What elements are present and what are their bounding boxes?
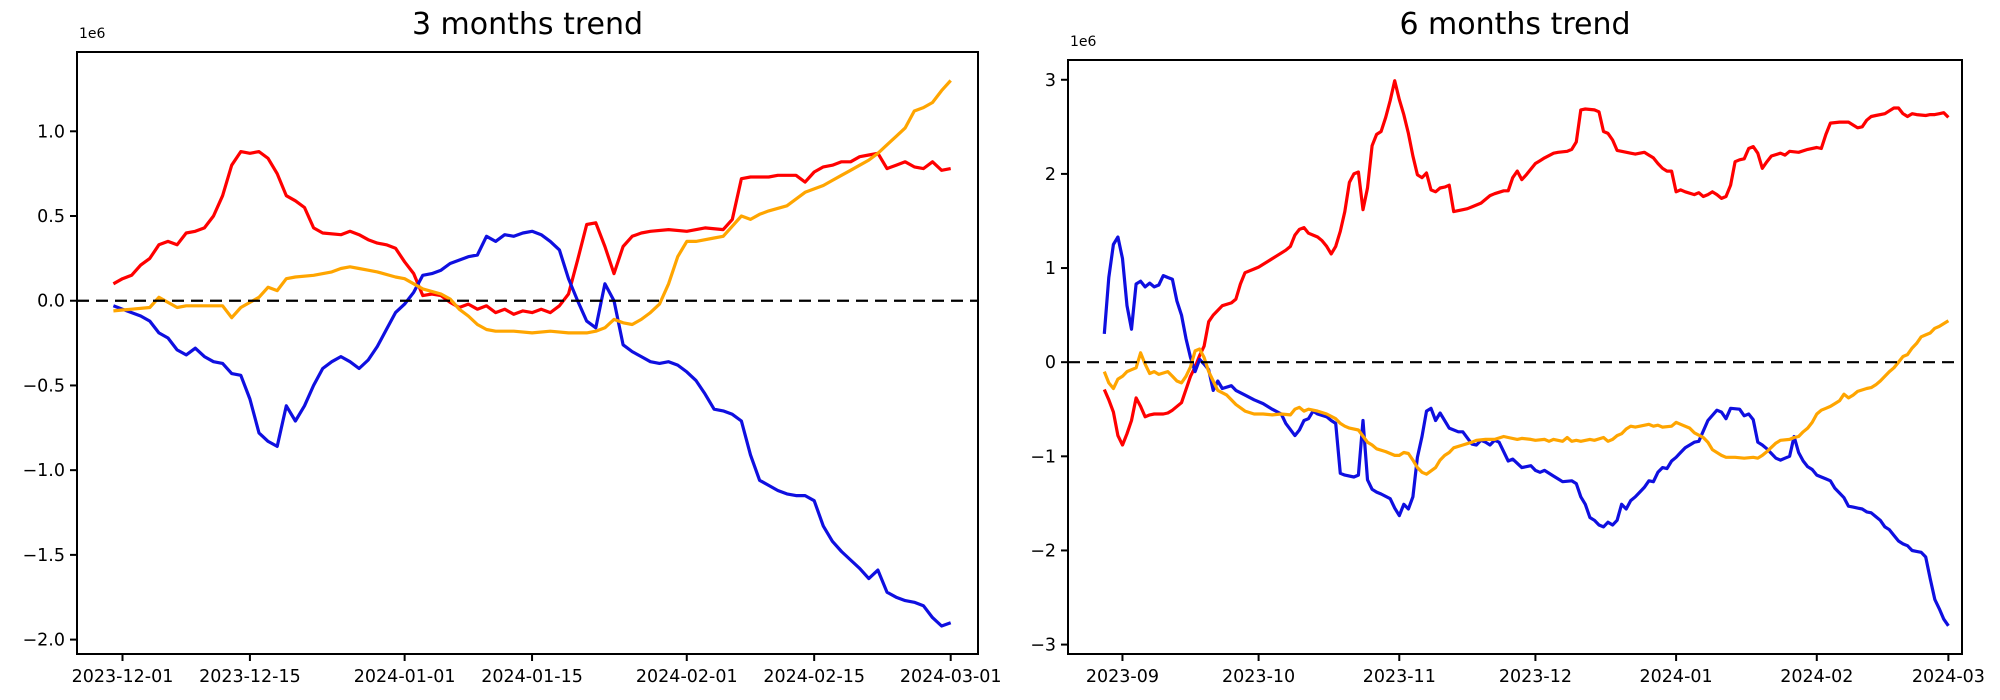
x-tick-label: 2024-02 bbox=[1780, 667, 1853, 687]
y-tick-label: 0.5 bbox=[37, 207, 65, 227]
y-tick-label: −1.5 bbox=[23, 546, 66, 566]
blue-series-line bbox=[1102, 235, 1950, 627]
x-tick-label: 2023-12 bbox=[1499, 667, 1572, 687]
x-tick-label: 2023-11 bbox=[1363, 667, 1436, 687]
axes-spines bbox=[1067, 59, 1963, 655]
y-tick-label: 1 bbox=[1045, 259, 1056, 279]
y-tick-label: 1.0 bbox=[37, 122, 65, 142]
x-tick-label: 2023-12-15 bbox=[199, 667, 301, 687]
y-tick-label: 3 bbox=[1045, 71, 1056, 91]
y-tick-label: 0.0 bbox=[37, 292, 65, 312]
x-tick-label: 2024-02-01 bbox=[636, 667, 738, 687]
y-tick-label: −2.0 bbox=[23, 631, 66, 651]
x-tick-label: 2024-01-01 bbox=[354, 667, 456, 687]
x-tick-label: 2024-02-15 bbox=[763, 667, 865, 687]
y-tick-label: −2 bbox=[1030, 541, 1056, 561]
x-tick-label: 2023-12-01 bbox=[72, 667, 174, 687]
chart-title-3-months: 3 months trend bbox=[411, 7, 644, 42]
y-tick-label: 0 bbox=[1045, 353, 1056, 373]
x-tick-label: 2024-03 bbox=[1912, 667, 1985, 687]
blue-series-line bbox=[112, 229, 952, 628]
orange-series-line bbox=[113, 79, 952, 335]
y-axis-offset-label-right: 1e6 bbox=[1070, 34, 1097, 50]
y-tick-label: −0.5 bbox=[23, 376, 66, 396]
y-tick-label: 2 bbox=[1045, 165, 1056, 185]
y-tick-label: −1.0 bbox=[23, 461, 66, 481]
y-axis-offset-label-left: 1e6 bbox=[79, 26, 106, 42]
y-tick-label: −1 bbox=[1030, 447, 1056, 467]
y-tick-label: −3 bbox=[1030, 636, 1056, 656]
red-series-line bbox=[1102, 79, 1950, 447]
x-tick-label: 2024-01-15 bbox=[481, 667, 583, 687]
x-tick-label: 2023-09 bbox=[1086, 667, 1159, 687]
x-tick-label: 2024-03-01 bbox=[900, 667, 1002, 687]
x-tick-label: 2023-10 bbox=[1222, 667, 1295, 687]
orange-series-line bbox=[1102, 319, 1950, 476]
red-series-line bbox=[112, 150, 951, 316]
x-tick-label: 2024-01 bbox=[1640, 667, 1713, 687]
axes-spines bbox=[76, 51, 979, 655]
chart-title-6-months: 6 months trend bbox=[1399, 7, 1631, 42]
